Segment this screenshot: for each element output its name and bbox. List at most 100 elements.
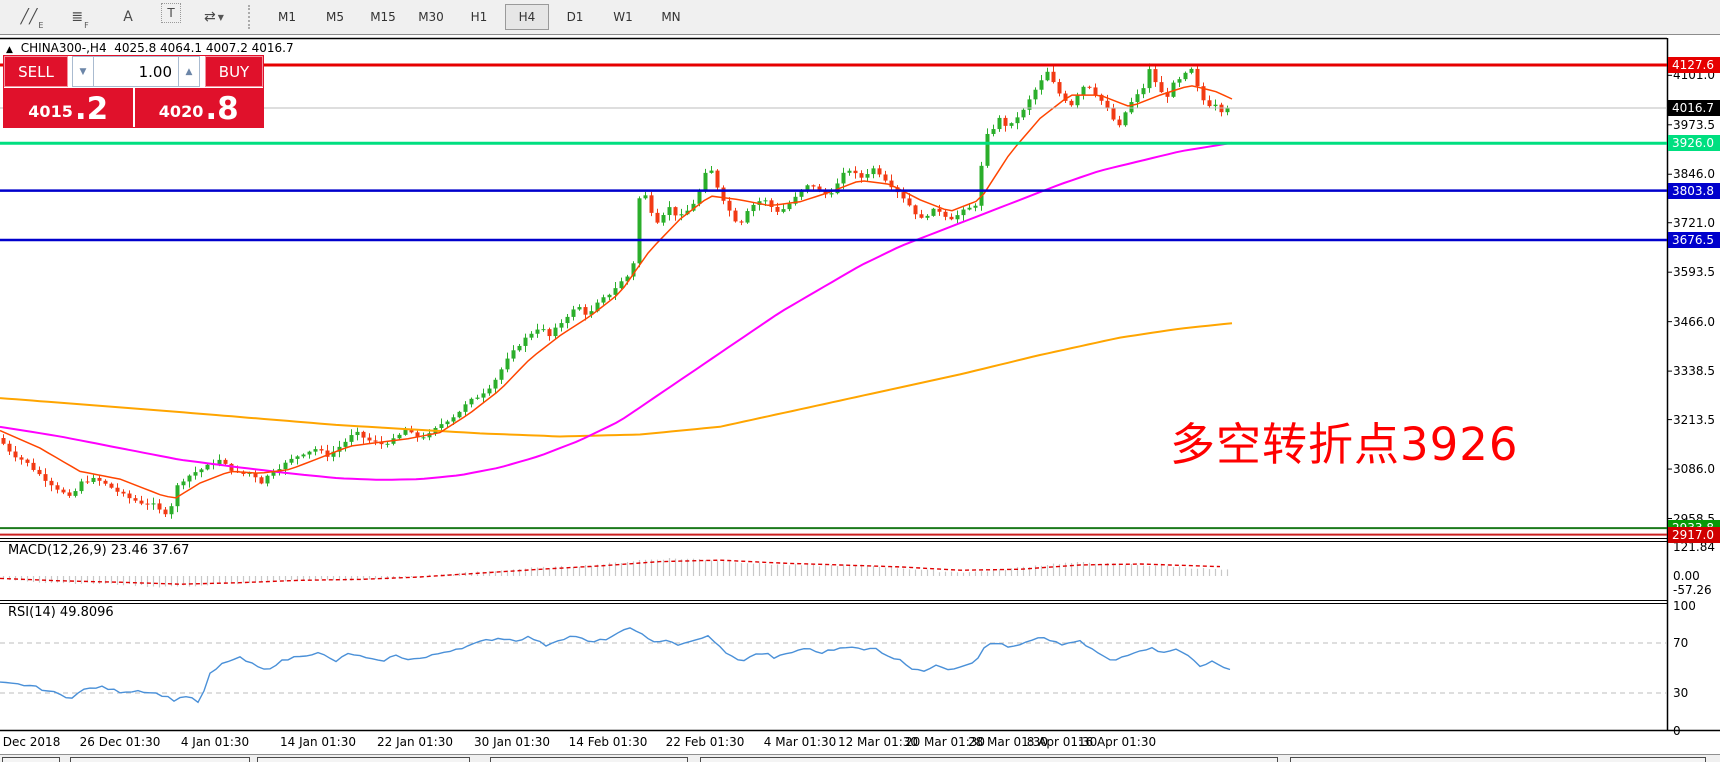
candle-body	[1207, 100, 1212, 107]
candle-body	[523, 337, 528, 346]
candle-body	[163, 509, 168, 515]
candle-body	[901, 192, 906, 199]
candle-body	[403, 429, 408, 435]
collapse-icon[interactable]: ▲	[6, 45, 13, 55]
window-tab-fragment[interactable]	[490, 757, 688, 762]
date-label: 12 Mar 01:30	[837, 735, 919, 749]
sell-price-main: 4015	[28, 102, 73, 121]
candle-body	[571, 309, 576, 317]
candle-body	[691, 203, 696, 211]
candle-body	[463, 404, 468, 412]
price-tick-label: 3846.0	[1673, 167, 1715, 182]
timeframe-mn[interactable]: MN	[661, 10, 681, 24]
timeframe-m30[interactable]: M30	[418, 10, 444, 24]
rsi-axis-label: 100	[1673, 598, 1696, 613]
candle-body	[1015, 117, 1020, 124]
ma-mid-line	[0, 141, 1233, 481]
volume-decrease-button[interactable]: ▼	[72, 56, 94, 87]
candle-body	[865, 174, 870, 178]
sell-price-panel[interactable]: 4015 .2	[4, 88, 133, 127]
timeframe-d1[interactable]: D1	[566, 10, 584, 24]
candle-body	[43, 474, 48, 481]
rsi-axis-label: 70	[1673, 636, 1689, 650]
fibonacci-lines-icon[interactable]: ≣ F	[71, 9, 89, 30]
date-label: 22 Feb 01:30	[665, 735, 745, 749]
window-tab-fragment[interactable]	[2, 757, 60, 762]
timeframe-h4[interactable]: H4	[505, 4, 549, 30]
candle-body	[49, 480, 54, 486]
candle-body	[361, 431, 366, 438]
timeframe-h1[interactable]: H1	[470, 10, 488, 24]
rsi-line	[0, 627, 1231, 704]
date-label: 8 Apr 01:30	[1026, 735, 1098, 749]
candle-body	[853, 170, 858, 174]
candle-body	[349, 435, 354, 442]
candle-body	[877, 168, 882, 175]
candle-body	[157, 503, 162, 510]
date-label: 30 Jan 01:30	[474, 735, 550, 749]
candle-body	[175, 485, 180, 507]
candle-body	[373, 440, 378, 442]
timeframe-m15[interactable]: M15	[370, 10, 396, 24]
candle-body	[709, 170, 714, 173]
text-label-icon[interactable]: A	[123, 9, 133, 25]
candle-body	[979, 165, 984, 206]
candle-body	[883, 174, 888, 181]
candle-body	[1105, 100, 1110, 109]
candle-body	[337, 446, 342, 452]
candle-body	[679, 214, 684, 216]
candle-body	[265, 475, 270, 484]
candle-body	[481, 393, 486, 398]
equidistant-channel-icon[interactable]: ╱╱ E	[20, 9, 44, 30]
candle-body	[331, 451, 336, 457]
candle-body	[1069, 100, 1074, 106]
candle-body	[961, 209, 966, 216]
candle-body	[991, 129, 996, 134]
window-tab-fragment[interactable]	[1290, 757, 1706, 762]
candle-body	[145, 503, 150, 505]
candle-body	[733, 210, 738, 222]
candle-body	[301, 454, 306, 457]
candle-body	[607, 294, 612, 298]
sell-button[interactable]: SELL	[4, 56, 68, 87]
arrows-tool-icon[interactable]: ⇄ ▼	[204, 9, 224, 25]
timeframe-m5[interactable]: M5	[326, 10, 344, 24]
candle-body	[967, 207, 972, 210]
volume-input[interactable]: 1.00	[94, 56, 178, 87]
ma-slow-line	[0, 322, 1233, 438]
candle-body	[445, 421, 450, 425]
candle-body	[973, 205, 978, 208]
candle-body	[697, 191, 702, 204]
candle-body	[469, 398, 474, 405]
candle-body	[1075, 95, 1080, 106]
candle-body	[661, 215, 666, 223]
candle-body	[1201, 86, 1206, 101]
candle-body	[25, 459, 30, 463]
candle-body	[67, 492, 72, 496]
price-tick-label: 3086.0	[1673, 462, 1715, 477]
timeframe-m1[interactable]: M1	[278, 10, 296, 24]
candle-body	[781, 209, 786, 212]
candle-body	[103, 480, 108, 484]
buy-button[interactable]: BUY	[205, 56, 263, 87]
date-label: 4 Mar 01:30	[763, 735, 837, 749]
candle-body	[1039, 80, 1044, 90]
candle-body	[289, 458, 294, 463]
candle-body	[409, 429, 414, 433]
ma-fast-line	[0, 85, 1233, 499]
window-tab-fragment[interactable]	[70, 757, 250, 762]
timeframe-w1[interactable]: W1	[613, 10, 633, 24]
buy-price-panel[interactable]: 4020 .8	[134, 88, 263, 127]
volume-increase-button[interactable]: ▲	[178, 56, 200, 87]
text-box-icon[interactable]: T	[161, 3, 181, 23]
price-tick-label: 3213.5	[1673, 412, 1715, 427]
macd-axis-label: 0.00	[1673, 569, 1700, 583]
toolbar-separator[interactable]	[248, 5, 254, 29]
candle-body	[517, 345, 522, 351]
candle-body	[1093, 87, 1098, 95]
window-tab-fragment[interactable]	[257, 757, 470, 762]
candle-body	[121, 491, 126, 494]
window-tab-fragment[interactable]	[700, 757, 1278, 762]
